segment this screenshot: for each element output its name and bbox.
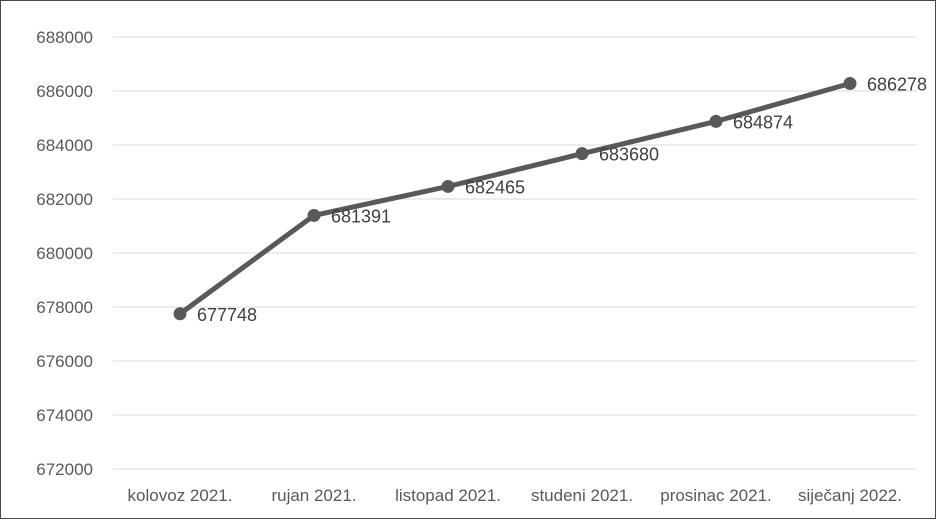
data-point (575, 147, 589, 161)
y-tick-label: 686000 (36, 82, 93, 101)
data-point (441, 179, 455, 193)
data-point (709, 114, 723, 128)
gridlines (113, 36, 917, 470)
y-tick-label: 672000 (36, 460, 93, 479)
x-tick-label: listopad 2021. (395, 486, 501, 505)
data-labels: 677748 681391 682465 683680 684874 686278 (197, 74, 927, 324)
x-axis-ticks: kolovoz 2021. rujan 2021. listopad 2021. st… (128, 486, 902, 505)
y-tick-label: 676000 (36, 352, 93, 371)
data-point (843, 76, 857, 90)
data-label: 677748 (197, 305, 257, 325)
data-point (307, 208, 321, 222)
x-tick-label: studeni 2021. (531, 486, 633, 505)
data-label: 683680 (599, 145, 659, 165)
y-axis-ticks: 672000 674000 676000 678000 680000 682000 6840… (36, 28, 93, 479)
series-path (177, 80, 853, 317)
data-label: 684874 (733, 112, 793, 132)
y-tick-label: 682000 (36, 190, 93, 209)
data-label: 681391 (331, 206, 391, 226)
y-tick-label: 688000 (36, 28, 93, 47)
data-label: 682465 (465, 177, 525, 197)
data-point (173, 307, 187, 321)
x-tick-label: kolovoz 2021. (128, 486, 233, 505)
x-tick-label: rujan 2021. (271, 486, 356, 505)
series-line (173, 76, 857, 321)
y-tick-label: 674000 (36, 406, 93, 425)
data-label: 686278 (867, 74, 927, 94)
x-tick-label: siječanj 2022. (798, 486, 902, 505)
y-tick-label: 680000 (36, 244, 93, 263)
x-tick-label: prosinac 2021. (660, 486, 772, 505)
y-tick-label: 678000 (36, 298, 93, 317)
y-tick-label: 684000 (36, 136, 93, 155)
